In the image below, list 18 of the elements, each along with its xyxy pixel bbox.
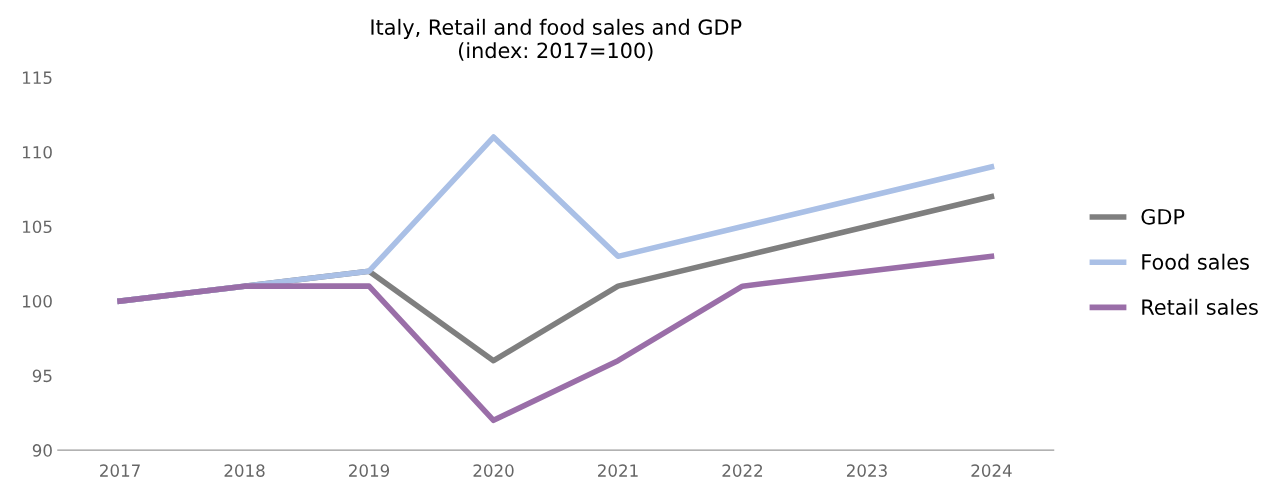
x-tick-label: 2022 (722, 464, 763, 477)
x-tick-label: 2020 (473, 464, 514, 477)
legend-label: Retail sales (1142, 298, 1258, 315)
x-tick-label: 2019 (349, 464, 390, 477)
legend-label: Food sales (1142, 253, 1249, 270)
x-tick-label: 2017 (100, 464, 140, 477)
x-tick-label: 2023 (846, 464, 887, 477)
x-tick-label: 2018 (224, 464, 265, 477)
x-tick-label: 2024 (971, 464, 1012, 477)
x-tick-label: 2021 (598, 464, 638, 477)
y-tick-label: 110 (22, 145, 52, 159)
y-tick-label: 90 (32, 444, 52, 457)
chart-title: Italy, Retail and food sales and GDP (index: 2017=100) (371, 18, 742, 61)
y-tick-label: 115 (22, 71, 52, 85)
y-tick-label: 95 (32, 369, 52, 383)
y-tick-label: 105 (22, 220, 52, 234)
y-tick-label: 100 (22, 295, 52, 308)
legend-label: GDP (1141, 208, 1185, 225)
